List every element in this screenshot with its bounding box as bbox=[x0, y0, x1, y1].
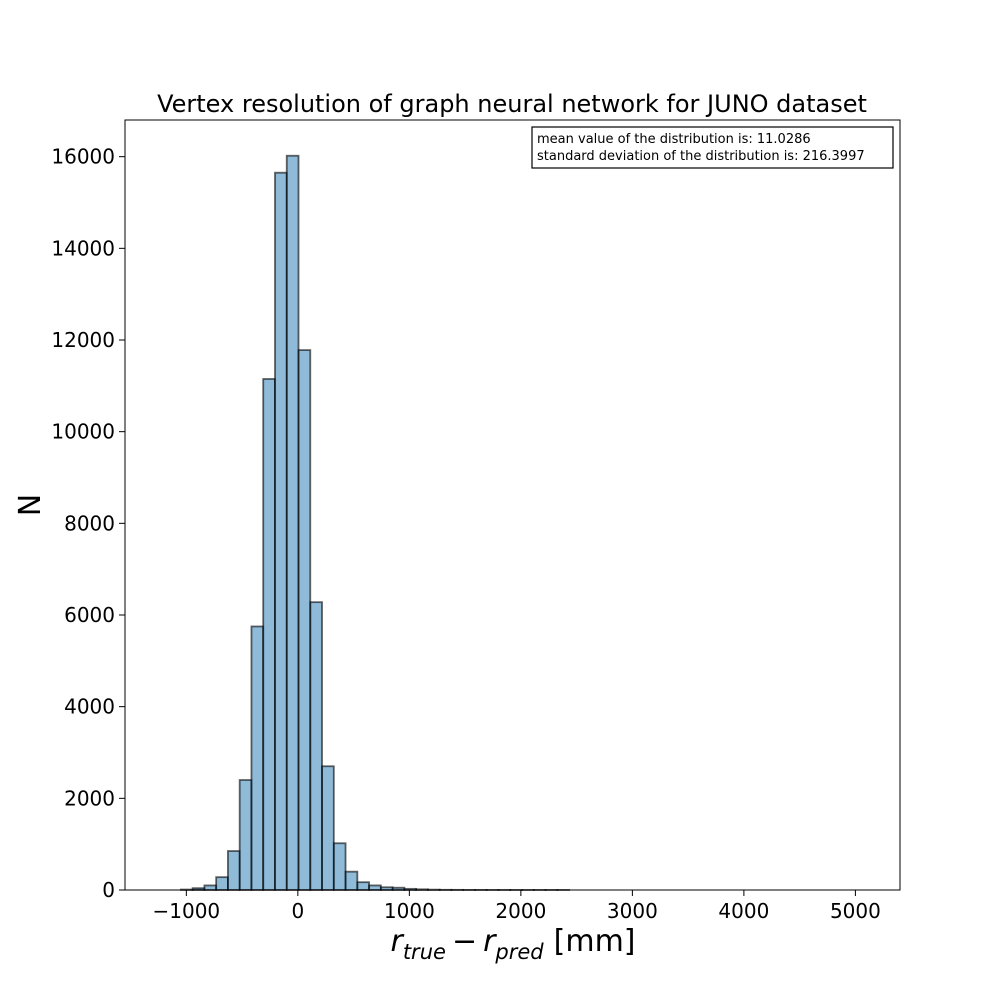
histogram-bar bbox=[344, 870, 359, 891]
x-label-r-true: r bbox=[390, 924, 404, 959]
histogram-bar bbox=[250, 625, 265, 891]
histogram-bar bbox=[238, 779, 253, 891]
histogram-bar bbox=[309, 601, 323, 891]
y-axis-label: N bbox=[13, 494, 48, 516]
stats-annotation-box bbox=[531, 126, 894, 169]
y-tick-label: 6000 bbox=[64, 603, 115, 627]
histogram-bar bbox=[227, 850, 241, 891]
histogram-bar bbox=[215, 876, 229, 891]
histogram-bar bbox=[368, 884, 382, 891]
x-label-sub-pred: pred bbox=[494, 940, 544, 964]
histogram-bar bbox=[321, 765, 335, 891]
x-tick-label: 4000 bbox=[718, 899, 769, 923]
histogram-bar bbox=[332, 842, 347, 891]
x-tick-label: 0 bbox=[291, 899, 304, 923]
y-axis: 0 2000 4000 6000 8000 10000 12000 14000 16000 bbox=[51, 145, 125, 902]
x-tick-label: 3000 bbox=[607, 899, 658, 923]
x-axis: −1000 0 1000 2000 3000 4000 5000 bbox=[153, 890, 881, 923]
histogram-bar bbox=[297, 349, 312, 891]
histogram-bar bbox=[274, 171, 288, 891]
stats-mean-text: mean value of the distribution is: 11.02… bbox=[537, 132, 811, 147]
y-tick-label: 4000 bbox=[64, 695, 115, 719]
x-label-r-pred: r bbox=[483, 924, 497, 959]
x-label-sub-true: true bbox=[403, 940, 446, 964]
y-tick-label: 14000 bbox=[51, 236, 115, 260]
y-tick-label: 0 bbox=[102, 878, 115, 902]
x-label-unit: [mm] bbox=[554, 924, 636, 959]
histogram-bar bbox=[262, 378, 276, 891]
x-tick-label: 5000 bbox=[830, 899, 881, 923]
histogram-bar bbox=[356, 881, 370, 891]
x-tick-label: 1000 bbox=[384, 899, 435, 923]
y-tick-label: 12000 bbox=[51, 328, 115, 352]
histogram-bars bbox=[179, 154, 570, 891]
x-tick-label: −1000 bbox=[153, 899, 221, 923]
x-tick-label: 2000 bbox=[495, 899, 546, 923]
stats-annotation: mean value of the distribution is: 11.02… bbox=[531, 126, 894, 169]
plot-frame bbox=[124, 119, 901, 891]
histogram-bar bbox=[203, 884, 218, 891]
y-tick-label: 2000 bbox=[64, 786, 115, 810]
y-tick-label: 8000 bbox=[64, 511, 115, 535]
histogram-bar bbox=[285, 154, 300, 891]
y-tick-label: 16000 bbox=[51, 145, 115, 169]
x-label-minus: − bbox=[452, 924, 477, 959]
chart-title: Vertex resolution of graph neural networ… bbox=[157, 90, 867, 118]
y-tick-label: 10000 bbox=[51, 420, 115, 444]
stats-std-text: standard deviation of the distribution i… bbox=[537, 149, 865, 164]
x-axis-label: rtrue − rpred [mm] bbox=[390, 924, 635, 964]
